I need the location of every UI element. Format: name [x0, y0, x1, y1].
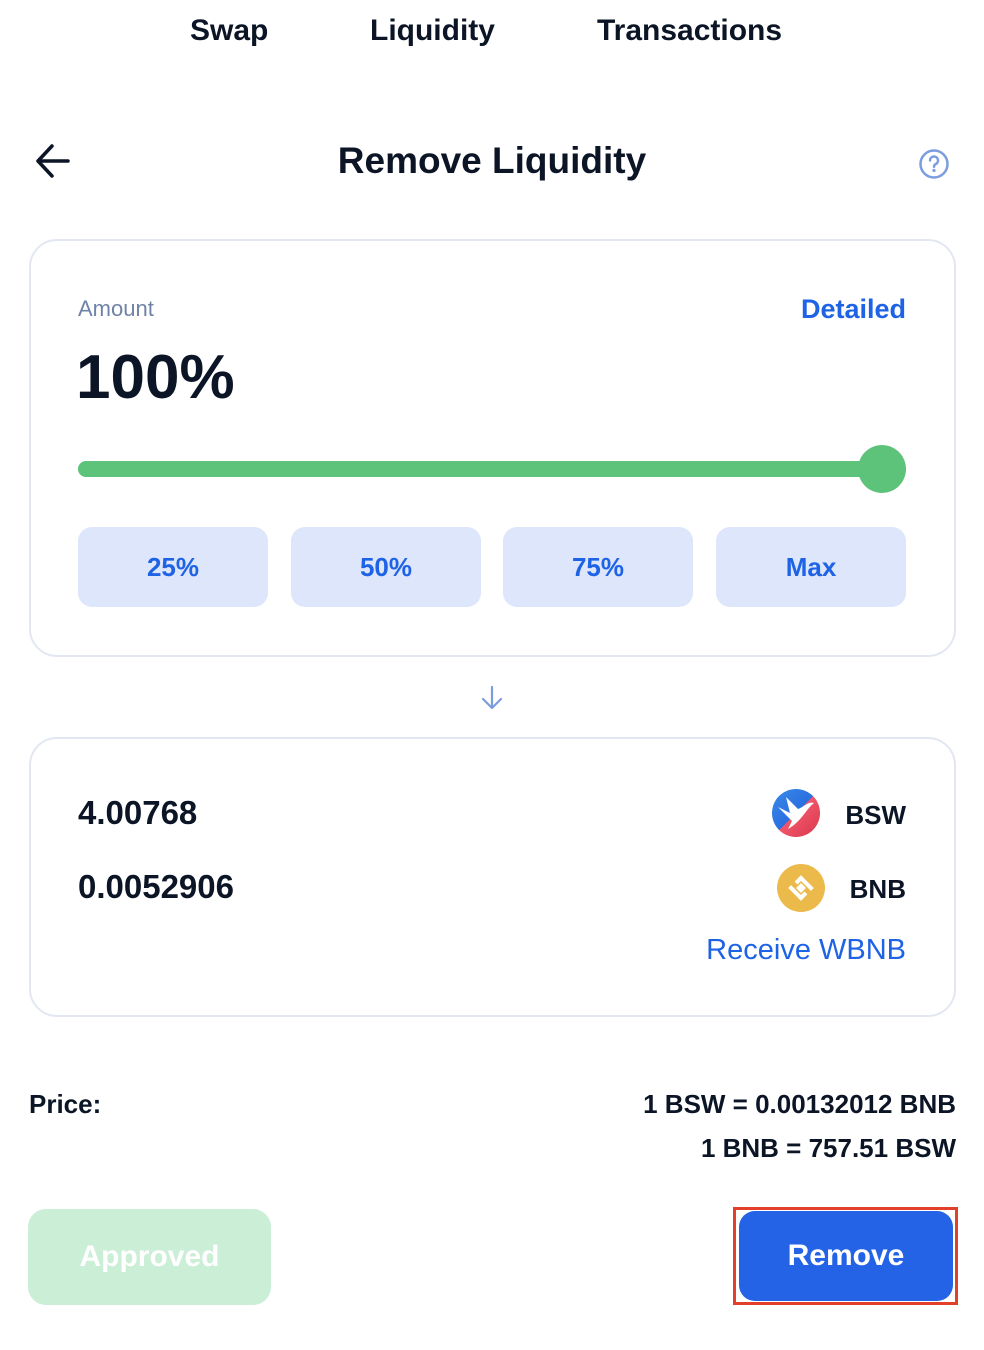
preset-50-button[interactable]: 50%	[291, 527, 481, 607]
bnb-amount: 0.0052906	[78, 868, 234, 905]
bsw-amount: 4.00768	[78, 794, 198, 831]
price-line-2: 1 BNB = 757.51 BSW	[700, 1133, 956, 1163]
output-card	[29, 737, 956, 1017]
amount-slider[interactable]	[78, 445, 906, 493]
bnb-symbol: BNB	[849, 874, 906, 904]
preset-25-button[interactable]: 25%	[78, 527, 268, 607]
arrow-left-icon[interactable]	[34, 143, 70, 179]
slider-thumb[interactable]	[858, 445, 906, 493]
price-line-1: 1 BSW = 0.00132012 BNB	[643, 1089, 956, 1119]
remove-button-highlight	[733, 1207, 958, 1305]
preset-max-button[interactable]: Max	[716, 527, 906, 607]
amount-card	[29, 239, 956, 657]
nav-swap[interactable]: Swap	[190, 14, 269, 47]
page-title: Remove Liquidity	[337, 140, 647, 181]
bnb-token-icon	[777, 864, 825, 912]
nav-transactions[interactable]: Transactions	[597, 14, 783, 47]
slider-fill	[78, 461, 906, 477]
detailed-link[interactable]: Detailed	[800, 294, 906, 324]
amount-value: 100%	[76, 343, 235, 412]
bsw-symbol: BSW	[845, 800, 906, 830]
approved-button: Approved	[28, 1209, 271, 1305]
question-circle-icon[interactable]	[918, 148, 950, 180]
price-label: Price:	[29, 1089, 102, 1119]
arrow-down-icon	[481, 685, 503, 710]
amount-label: Amount	[78, 296, 154, 321]
bsw-token-icon	[772, 789, 820, 837]
receive-wbnb-link[interactable]: Receive WBNB	[706, 934, 906, 966]
nav-liquidity[interactable]: Liquidity	[370, 14, 495, 47]
remove-button[interactable]: Remove	[739, 1211, 953, 1301]
preset-75-button[interactable]: 75%	[503, 527, 693, 607]
